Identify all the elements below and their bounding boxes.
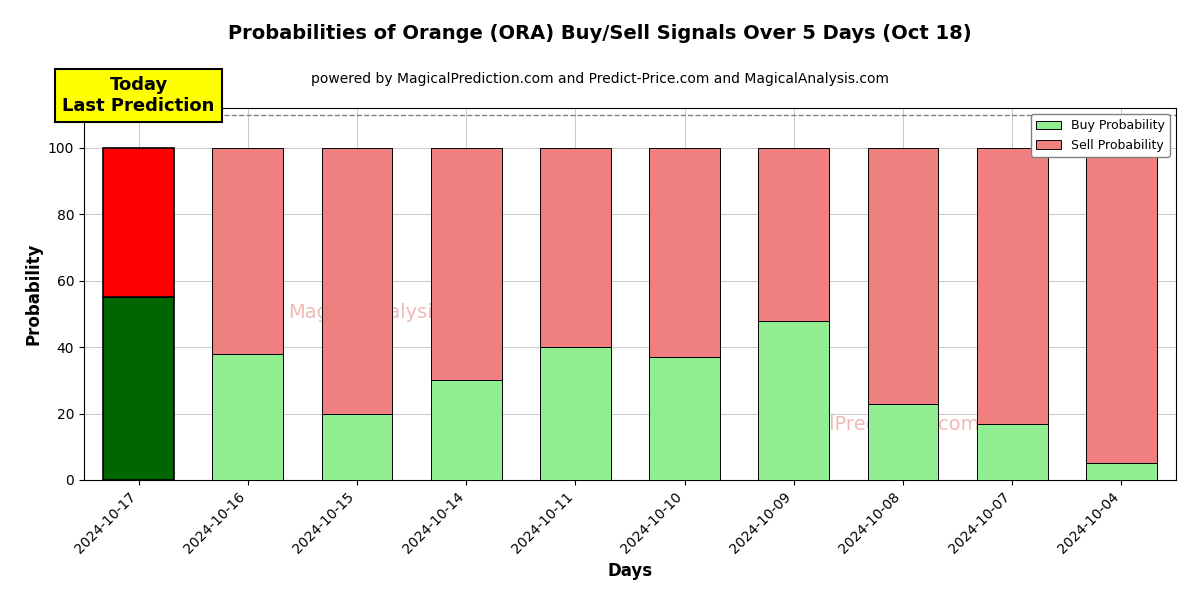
Bar: [758, 320, 829, 480]
Bar: [1086, 463, 1157, 480]
Bar: [322, 413, 392, 480]
Bar: [212, 354, 283, 480]
Bar: [212, 148, 283, 354]
X-axis label: Days: Days: [607, 562, 653, 580]
Bar: [868, 148, 938, 404]
Text: Probabilities of Orange (ORA) Buy/Sell Signals Over 5 Days (Oct 18): Probabilities of Orange (ORA) Buy/Sell S…: [228, 24, 972, 43]
Bar: [868, 404, 938, 480]
Bar: [322, 148, 392, 413]
Bar: [431, 380, 502, 480]
Bar: [103, 298, 174, 480]
Bar: [977, 424, 1048, 480]
Text: MagicalAnalysis.com: MagicalAnalysis.com: [288, 303, 491, 322]
Bar: [977, 148, 1048, 424]
Bar: [431, 148, 502, 380]
Text: Today
Last Prediction: Today Last Prediction: [62, 76, 215, 115]
Bar: [540, 347, 611, 480]
Bar: [649, 357, 720, 480]
Bar: [1086, 148, 1157, 463]
Bar: [103, 148, 174, 298]
Text: powered by MagicalPrediction.com and Predict-Price.com and MagicalAnalysis.com: powered by MagicalPrediction.com and Pre…: [311, 72, 889, 86]
Text: MagicalPrediction.com: MagicalPrediction.com: [761, 415, 980, 434]
Legend: Buy Probability, Sell Probability: Buy Probability, Sell Probability: [1031, 114, 1170, 157]
Bar: [758, 148, 829, 320]
Y-axis label: Probability: Probability: [24, 243, 42, 345]
Bar: [649, 148, 720, 357]
Bar: [540, 148, 611, 347]
